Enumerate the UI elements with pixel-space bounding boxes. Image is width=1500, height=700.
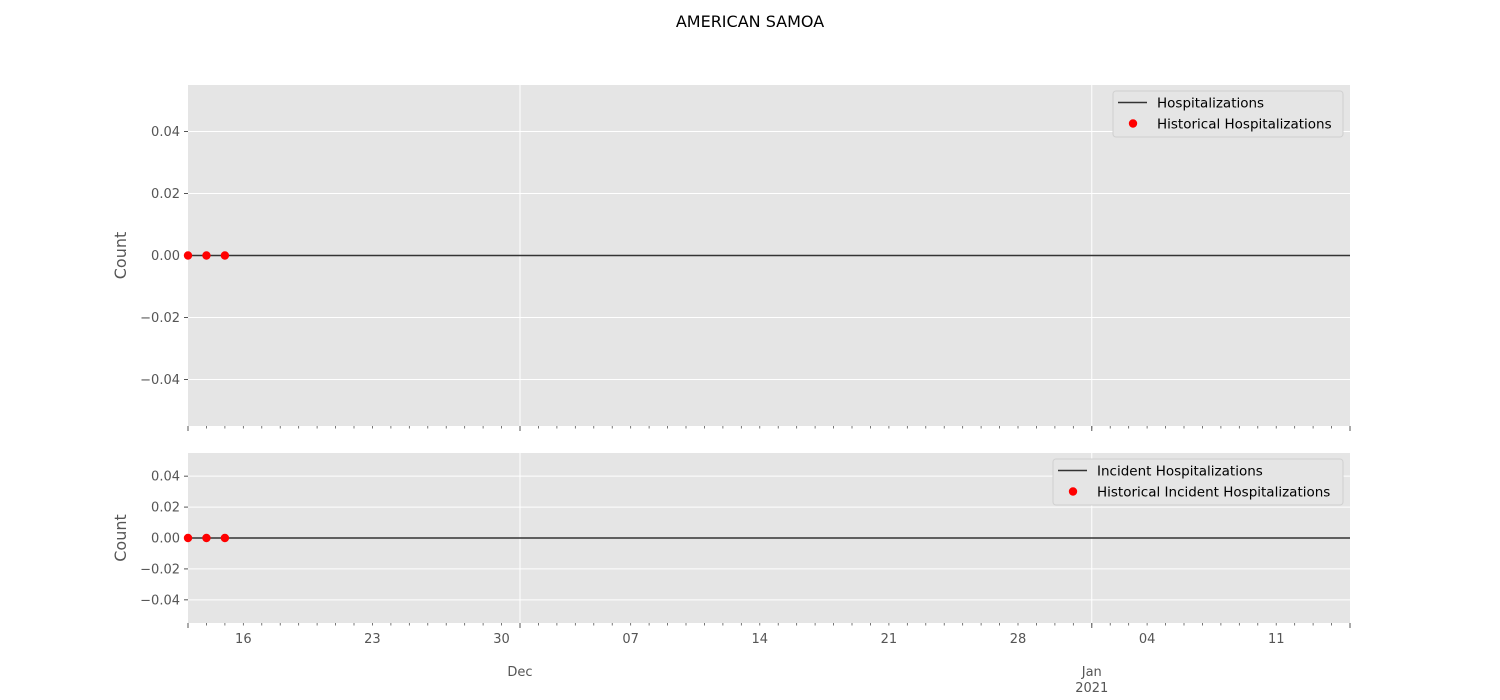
x-tick-label: 23 bbox=[364, 632, 381, 647]
legend-marker-swatch bbox=[1068, 487, 1078, 496]
y-tick-label: 0.02 bbox=[151, 187, 180, 202]
x-tick-label: 14 bbox=[752, 632, 769, 647]
y-tick-label: −0.02 bbox=[140, 562, 180, 577]
data-point bbox=[183, 533, 193, 543]
legend-label: Hospitalizations bbox=[1157, 96, 1264, 112]
legend: Hospitalizations Historical Hospitalizati… bbox=[1112, 90, 1344, 138]
data-point bbox=[220, 251, 230, 260]
y-tick-label: 0.04 bbox=[151, 470, 180, 485]
x-major-tick-label: Dec bbox=[507, 665, 532, 680]
x-tick-label: 11 bbox=[1268, 632, 1285, 647]
x-major-tick-label: Jan bbox=[1081, 665, 1102, 680]
x-tick-label: 28 bbox=[1010, 632, 1027, 647]
legend: Incident Hospitalizations Historical Inci… bbox=[1052, 458, 1344, 506]
data-point bbox=[202, 251, 211, 260]
y-tick-label: 0.04 bbox=[151, 125, 180, 140]
legend-label: Incident Hospitalizations bbox=[1097, 464, 1263, 480]
legend-box bbox=[1112, 90, 1344, 138]
x-tick-label: 16 bbox=[235, 632, 252, 647]
legend-box bbox=[1052, 458, 1344, 506]
y-tick-label: −0.04 bbox=[140, 373, 180, 388]
x-tick-label: 30 bbox=[493, 632, 510, 647]
y-axis-label: Count bbox=[111, 514, 130, 562]
legend-label: Historical Hospitalizations bbox=[1157, 117, 1332, 133]
y-tick-label: −0.04 bbox=[140, 593, 180, 608]
chart-panel-2: −0.04 −0.02 0.00 0.02 0.04 Count Incident Hosp… bbox=[111, 453, 1351, 628]
x-tick-label: 04 bbox=[1139, 632, 1156, 647]
data-point bbox=[202, 533, 211, 543]
data-point bbox=[183, 251, 193, 260]
data-point bbox=[220, 533, 230, 543]
legend-marker-swatch bbox=[1128, 119, 1138, 128]
x-tick-label: 21 bbox=[881, 632, 898, 647]
legend-label: Historical Incident Hospitalizations bbox=[1097, 485, 1330, 501]
y-axis-label: Count bbox=[111, 232, 130, 280]
y-tick-label: −0.02 bbox=[140, 311, 180, 326]
x-major-tick-label: 2021 bbox=[1075, 681, 1108, 696]
chart-panel-1: −0.04 −0.02 0.00 0.02 0.04 Count Hospitalizati… bbox=[111, 85, 1351, 431]
y-tick-label: 0.02 bbox=[151, 501, 180, 516]
y-tick-label: 0.00 bbox=[151, 249, 180, 264]
figure-title: AMERICAN SAMOA bbox=[676, 12, 824, 31]
x-tick-label: 07 bbox=[622, 632, 639, 647]
y-tick-label: 0.00 bbox=[151, 532, 180, 547]
